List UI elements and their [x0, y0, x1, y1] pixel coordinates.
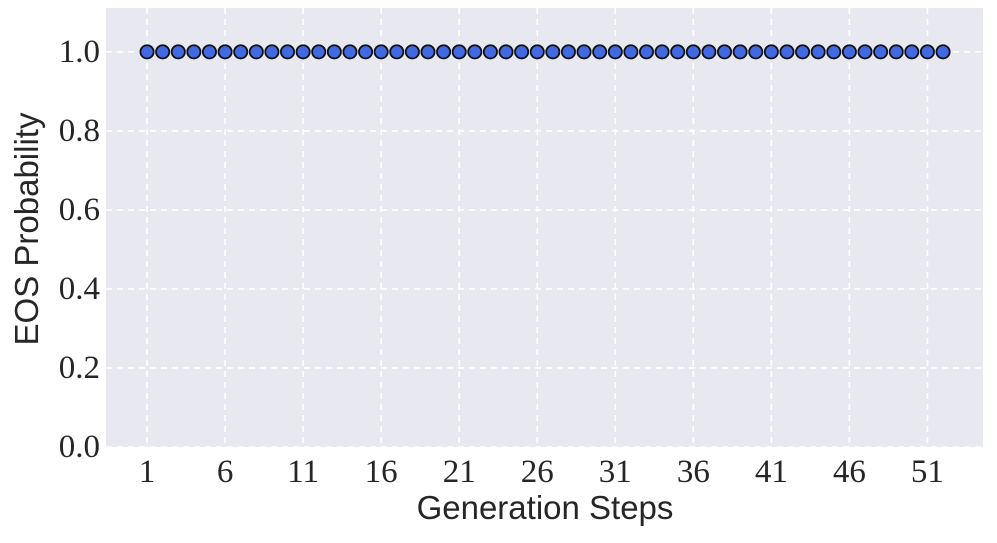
plot-background: [106, 8, 983, 447]
data-point: [358, 44, 374, 60]
data-point: [326, 44, 342, 60]
data-point: [514, 44, 530, 60]
data-point: [560, 44, 576, 60]
data-point: [139, 44, 155, 60]
x-tick-label: 26: [521, 454, 554, 490]
y-axis-label: EOS Probability: [8, 112, 45, 346]
y-tick-label: 0.8: [59, 113, 100, 149]
x-tick-label: 31: [599, 454, 632, 490]
data-point: [373, 44, 389, 60]
data-point: [420, 44, 436, 60]
data-point: [638, 44, 654, 60]
data-point: [529, 44, 545, 60]
data-point: [467, 44, 483, 60]
data-point: [451, 44, 467, 60]
data-point: [217, 44, 233, 60]
data-point: [717, 44, 733, 60]
data-point: [264, 44, 280, 60]
x-tick-label: 36: [677, 454, 710, 490]
data-point: [888, 44, 904, 60]
data-point: [857, 44, 873, 60]
data-point: [280, 44, 296, 60]
data-point: [810, 44, 826, 60]
data-point: [685, 44, 701, 60]
x-tick-label: 41: [755, 454, 788, 490]
data-point: [155, 44, 171, 60]
data-point: [904, 44, 920, 60]
y-tick-label: 0.6: [59, 192, 100, 228]
data-point: [607, 44, 623, 60]
y-tick-label: 0.4: [59, 271, 100, 307]
data-point: [186, 44, 202, 60]
data-point: [342, 44, 358, 60]
x-tick-label: 21: [443, 454, 476, 490]
data-point: [233, 44, 249, 60]
data-point: [592, 44, 608, 60]
data-point: [763, 44, 779, 60]
data-point: [935, 44, 951, 60]
x-tick-label: 16: [365, 454, 398, 490]
data-point: [623, 44, 639, 60]
data-point: [436, 44, 452, 60]
data-point: [389, 44, 405, 60]
data-point: [732, 44, 748, 60]
data-point: [654, 44, 670, 60]
data-point: [248, 44, 264, 60]
data-point: [795, 44, 811, 60]
x-tick-label: 11: [287, 454, 319, 490]
data-point: [841, 44, 857, 60]
data-point: [826, 44, 842, 60]
data-point: [201, 44, 217, 60]
data-point: [295, 44, 311, 60]
data-point: [545, 44, 561, 60]
data-point: [576, 44, 592, 60]
y-tick-label: 0.2: [59, 350, 100, 386]
data-point: [701, 44, 717, 60]
data-point: [670, 44, 686, 60]
data-point: [404, 44, 420, 60]
y-tick-label: 1.0: [59, 34, 100, 70]
data-point: [779, 44, 795, 60]
data-point: [482, 44, 498, 60]
data-point: [873, 44, 889, 60]
x-tick-label: 1: [139, 454, 156, 490]
data-point: [748, 44, 764, 60]
x-tick-label: 6: [217, 454, 234, 490]
x-tick-label: 51: [911, 454, 944, 490]
data-point: [919, 44, 935, 60]
x-tick-label: 46: [833, 454, 866, 490]
data-point: [311, 44, 327, 60]
data-point: [170, 44, 186, 60]
x-axis-label: Generation Steps: [416, 489, 674, 526]
data-point: [498, 44, 514, 60]
y-tick-label: 0.0: [59, 429, 100, 465]
